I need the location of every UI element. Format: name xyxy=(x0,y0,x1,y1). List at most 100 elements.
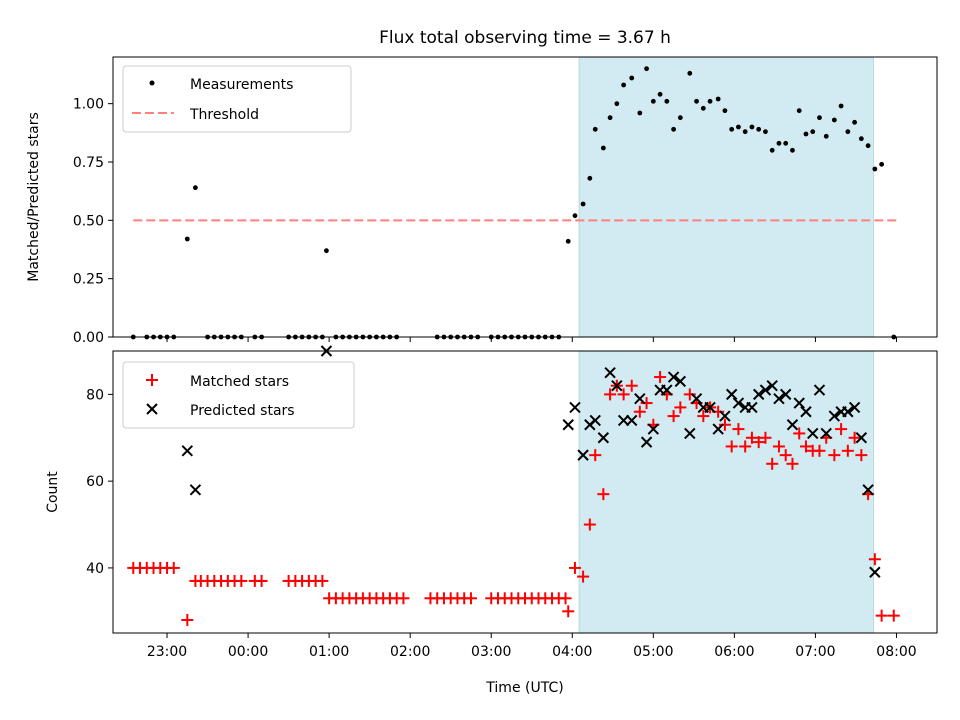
measurement-point xyxy=(193,185,198,191)
predicted-star-point xyxy=(820,427,832,440)
matched-star-point xyxy=(841,444,854,457)
count-panel-xtick-label: 01:00 xyxy=(309,644,349,660)
legend-marker-predicted xyxy=(146,403,158,415)
measurement-point xyxy=(324,248,329,254)
measurement-point xyxy=(592,126,598,132)
count-panel-xtick-label: 05:00 xyxy=(633,644,673,660)
measurement-point xyxy=(700,105,706,111)
matched-star-point xyxy=(464,592,477,605)
ratio-panel-ytick-label: 0.75 xyxy=(73,155,104,171)
measurement-point xyxy=(587,175,593,181)
predicted-star-point xyxy=(617,414,630,427)
measurement-point xyxy=(776,140,782,146)
count-panel-xtick-label: 04:00 xyxy=(552,644,592,660)
matched-star-point xyxy=(697,410,710,423)
measurement-point xyxy=(607,115,613,121)
measurement-point xyxy=(671,126,676,132)
matched-star-point xyxy=(167,561,180,574)
measurement-point xyxy=(600,145,606,151)
predicted-star-point xyxy=(562,419,574,431)
matched-star-point xyxy=(828,449,841,462)
matched-star-point xyxy=(604,388,617,401)
matched-star-point xyxy=(674,401,687,414)
count-panel-xtick-label: 23:00 xyxy=(147,644,187,660)
predicted-star-point xyxy=(181,445,194,457)
measurement-point xyxy=(629,75,635,81)
count-panel-xtick-label: 08:00 xyxy=(876,644,916,660)
measurement-point xyxy=(831,117,837,123)
matched-star-point xyxy=(654,371,667,384)
observing-window-span xyxy=(578,56,875,338)
measurement-point xyxy=(865,143,871,149)
measurement-point xyxy=(817,115,822,121)
count-panel-ytick-label: 60 xyxy=(86,474,104,490)
matched-star-point xyxy=(559,592,572,605)
matched-star-point xyxy=(583,518,596,531)
predicted-star-point xyxy=(828,410,841,422)
predicted-star-point xyxy=(746,401,758,414)
matched-star-point xyxy=(725,440,738,453)
predicted-star-point xyxy=(786,419,799,431)
matched-star-point xyxy=(887,609,900,622)
matched-star-point xyxy=(786,457,799,470)
matched-star-point xyxy=(835,423,848,436)
measurement-point xyxy=(677,115,683,121)
measurement-point xyxy=(644,66,649,72)
matched-star-point xyxy=(577,570,590,583)
ratio-panel-ytick-label: 0.00 xyxy=(73,330,104,346)
legend-marker-measurements xyxy=(149,80,155,86)
predicted-star-point xyxy=(725,388,738,401)
measurement-point xyxy=(756,126,762,132)
measurement-point xyxy=(614,101,620,107)
predicted-star-point xyxy=(640,436,653,448)
matched-star-point xyxy=(799,440,812,453)
legend-label-matched: Matched stars xyxy=(190,374,289,390)
matched-star-point xyxy=(793,427,806,440)
predicted-star-point xyxy=(597,432,610,444)
measurement-point xyxy=(729,126,735,132)
matched-star-point xyxy=(718,418,731,431)
ratio-panel-frame xyxy=(112,56,938,338)
predicted-star-point xyxy=(813,384,826,396)
matched-star-point xyxy=(568,561,581,574)
measurement-point xyxy=(879,161,885,167)
predicted-star-point xyxy=(800,406,812,418)
matched-star-point xyxy=(732,423,745,436)
count-panel-frame xyxy=(112,350,938,634)
count-panel: 40 60 80 23:00 00:00 01:00 02:00 03:00 04:00 05:… xyxy=(45,345,938,696)
ratio-panel-ytick-label: 0.25 xyxy=(73,272,104,288)
measurement-point xyxy=(722,108,728,114)
matched-star-point xyxy=(772,440,785,453)
predicted-star-point xyxy=(647,423,660,435)
matched-star-point xyxy=(759,431,772,444)
predicted-star-point xyxy=(577,449,589,461)
predicted-star-point xyxy=(773,393,785,405)
predicted-star-point xyxy=(189,484,202,496)
predicted-star-point xyxy=(604,366,616,379)
predicted-star-point xyxy=(589,414,601,427)
matched-star-point xyxy=(683,388,696,401)
matched-star-point xyxy=(745,431,758,444)
measurement-point xyxy=(687,70,693,76)
predicted-star-point xyxy=(690,393,703,405)
measurement-point xyxy=(838,103,844,109)
matched-star-point xyxy=(640,397,653,410)
matched-star-point xyxy=(779,449,792,462)
predicted-star-point xyxy=(569,401,581,414)
ratio-panel-legend: Measurements Threshold xyxy=(122,65,352,133)
measurement-point xyxy=(694,98,699,104)
chart-title: Flux total observing time = 3.67 h xyxy=(379,28,671,48)
count-panel-xlabel: Time (UTC) xyxy=(485,680,563,696)
matched-star-point xyxy=(633,405,646,418)
predicted-star-point xyxy=(661,384,673,396)
measurement-point xyxy=(637,110,643,116)
legend-label-threshold: Threshold xyxy=(189,107,259,123)
predicted-star-point xyxy=(862,484,874,496)
measurement-point xyxy=(858,136,864,142)
matched-star-point xyxy=(617,388,630,401)
predicted-star-point xyxy=(842,406,854,418)
measurement-point xyxy=(715,96,721,102)
measurement-point xyxy=(749,124,755,130)
measurement-point xyxy=(823,133,829,139)
count-panel-xtick-label: 07:00 xyxy=(795,644,835,660)
